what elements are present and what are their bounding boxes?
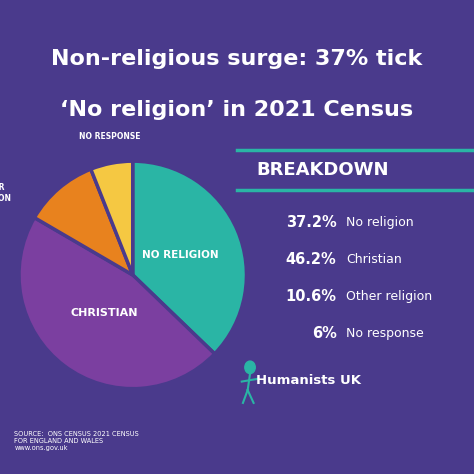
Text: ‘No religion’ in 2021 Census: ‘No religion’ in 2021 Census: [61, 100, 413, 119]
Text: 46.2%: 46.2%: [286, 252, 337, 267]
Text: NO RESPONSE: NO RESPONSE: [79, 132, 141, 141]
Text: No response: No response: [346, 327, 424, 340]
Text: Non-religious surge: 37% tick: Non-religious surge: 37% tick: [51, 49, 423, 69]
Text: 10.6%: 10.6%: [285, 289, 337, 304]
Text: BREAKDOWN: BREAKDOWN: [256, 161, 389, 179]
Text: 6%: 6%: [312, 326, 337, 341]
Text: Other religion: Other religion: [346, 290, 432, 303]
Text: 37.2%: 37.2%: [286, 215, 337, 230]
Wedge shape: [35, 169, 133, 275]
Text: No religion: No religion: [346, 216, 414, 229]
Text: CHRISTIAN: CHRISTIAN: [70, 308, 137, 318]
Wedge shape: [91, 161, 133, 275]
Wedge shape: [133, 161, 246, 354]
Text: OTHER
RELIGION: OTHER RELIGION: [0, 183, 11, 203]
Text: Christian: Christian: [346, 253, 402, 266]
Circle shape: [245, 361, 255, 374]
Text: SOURCE:  ONS CENSUS 2021 CENSUS
FOR ENGLAND AND WALES
www.ons.gov.uk: SOURCE: ONS CENSUS 2021 CENSUS FOR ENGLA…: [14, 431, 139, 451]
Text: Humanists UK: Humanists UK: [256, 374, 361, 387]
Wedge shape: [19, 218, 215, 389]
Text: NO RELIGION: NO RELIGION: [142, 250, 218, 260]
